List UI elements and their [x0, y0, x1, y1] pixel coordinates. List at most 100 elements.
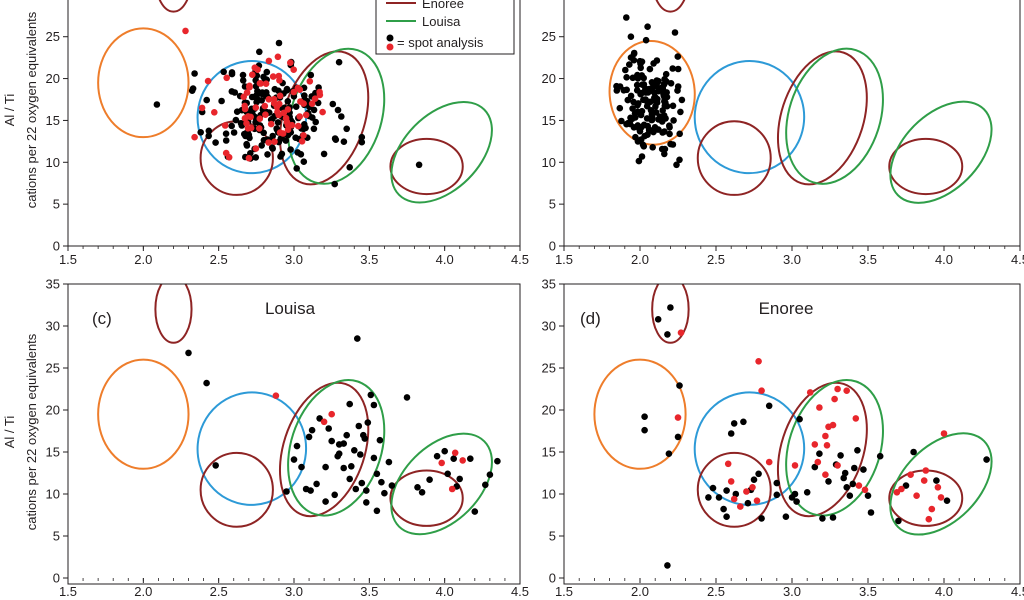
panel-d-point-black — [816, 450, 823, 458]
panel-b-point-black — [669, 65, 676, 72]
panel-a-point-black — [274, 119, 282, 126]
panel-c-point-black — [340, 464, 348, 472]
panel-b-point-black — [648, 116, 656, 124]
panel-a-point-black — [329, 100, 337, 108]
panel-d-point-red — [823, 442, 831, 449]
panel-d-field-blue-1 — [693, 391, 806, 506]
panel-c-point-black — [370, 454, 378, 462]
panel-a-ytick-label: 30 — [46, 0, 60, 2]
panel-c-point-black — [307, 487, 314, 494]
panel-d-point-black — [709, 484, 717, 492]
panel-c-xtick-label: 4.0 — [436, 584, 454, 599]
panel-b-field-blue-1 — [693, 60, 806, 175]
panel-a-point-black — [264, 151, 271, 158]
panel-c-point-black — [354, 335, 361, 342]
panel-d-point-black — [876, 452, 884, 460]
panel-b-point-black — [676, 156, 683, 164]
panel-b-point-black — [647, 107, 655, 114]
panel-d-point-red — [925, 515, 933, 523]
panel-d-point-red — [822, 471, 829, 479]
panel-b-point-black — [624, 96, 632, 104]
panel-a-point-black — [358, 138, 366, 146]
panel-a-point-red — [211, 109, 218, 116]
panel-a-point-black — [263, 68, 271, 76]
panel-d-point-black — [744, 499, 752, 507]
panel-a-point-red — [191, 133, 198, 141]
panel-d-ytick-label: 20 — [542, 403, 556, 418]
panel-b-xtick-label: 3.5 — [859, 252, 877, 267]
panel-d-point-black — [674, 433, 682, 441]
panel-a-point-red — [288, 121, 296, 129]
panel-c-point-black — [203, 379, 210, 387]
panel-d-point-red — [937, 494, 945, 501]
panel-a-point-red — [284, 106, 292, 113]
panel-c-ytick-label: 35 — [46, 277, 60, 292]
panel-a-point-red — [300, 100, 307, 107]
panel-b-point-black — [618, 117, 625, 125]
panel-b-xtick-label: 2.0 — [631, 252, 649, 267]
panel-a-point-black — [340, 138, 348, 145]
panel-a-point-black — [222, 137, 230, 144]
panel-c-point-black — [316, 415, 323, 422]
panel-a-point-black — [292, 134, 299, 141]
panel-a: 1.5 2.0 2.5 3.0 3.5 4.0 4.5 0 5 10 15 20 25 30 Al / … — [2, 0, 529, 267]
panel-c-point-black — [363, 487, 370, 494]
panel-a-point-red — [298, 138, 306, 145]
panel-c-xticks: 1.5 2.0 2.5 3.0 3.5 4.0 4.5 — [59, 578, 529, 599]
panel-b-point-black — [623, 74, 630, 81]
panel-b-ytick-label: 30 — [542, 0, 556, 2]
panel-a-field-darkred-7 — [158, 0, 189, 13]
panel-b-point-black — [620, 87, 628, 94]
panel-b-point-black — [652, 109, 660, 116]
panel-d-title: Enoree — [759, 299, 814, 318]
panel-a-point-red — [274, 108, 281, 116]
panel-c-field-green-4 — [287, 379, 386, 517]
panel-d-field-green-6 — [889, 432, 993, 536]
panel-c-xtick-label: 1.5 — [59, 584, 77, 599]
panel-c-ytick-label: 20 — [46, 403, 60, 418]
panel-d-points — [641, 304, 990, 569]
panel-c-point-black — [293, 442, 301, 450]
panel-d-point-black — [723, 487, 730, 494]
panel-b-xtick-label: 2.5 — [707, 252, 725, 267]
panel-a-point-red — [247, 113, 254, 121]
panel-d-point-black — [654, 316, 662, 323]
panel-b-field-darkred-5 — [888, 137, 964, 196]
panel-b-points — [613, 14, 686, 169]
panel-d-point-black — [840, 474, 847, 482]
panel-a-point-black — [277, 153, 284, 160]
panel-c-point-black — [346, 400, 354, 408]
panel-b-point-black — [662, 99, 669, 106]
panel-a-point-red — [198, 104, 206, 112]
panel-a-point-black — [188, 87, 196, 94]
panel-a-ytick-label: 5 — [53, 197, 60, 212]
panel-b-point-black — [663, 78, 670, 85]
panel-c-point-black — [305, 433, 313, 441]
panel-a-field-green-4 — [287, 47, 386, 185]
panel-c-field-darkred-3 — [278, 381, 370, 518]
panel-d-point-black — [641, 413, 648, 421]
panel-d-point-black — [705, 494, 712, 501]
panel-c-point-black — [373, 470, 381, 478]
panel-b-point-black — [644, 23, 651, 31]
panel-a-point-black — [358, 133, 366, 141]
panel-c-point-black — [325, 425, 333, 432]
panel-d-point-red — [730, 495, 738, 503]
legend: Enoree Louisa = spot analysis — [375, 0, 515, 55]
panel-a-points — [153, 27, 423, 188]
panel-a-xtick-label: 1.5 — [59, 252, 77, 267]
panel-d-point-red — [834, 462, 841, 469]
panel-d-point-black — [723, 513, 730, 520]
panel-a-point-black — [258, 142, 266, 149]
panel-a-point-black — [220, 68, 227, 76]
panel-a-point-red — [256, 80, 264, 87]
panel-c-point-red — [438, 459, 446, 467]
panel-a-point-black — [275, 87, 282, 95]
panel-a-xtick-label: 4.0 — [436, 252, 454, 267]
panel-a-point-black — [292, 103, 300, 110]
panel-c-xtick-label: 3.5 — [360, 584, 378, 599]
panel-c-point-black — [313, 480, 320, 488]
panel-a-point-black — [232, 116, 240, 124]
panel-d-point-black — [933, 477, 940, 484]
panel-d-point-black — [720, 505, 727, 513]
